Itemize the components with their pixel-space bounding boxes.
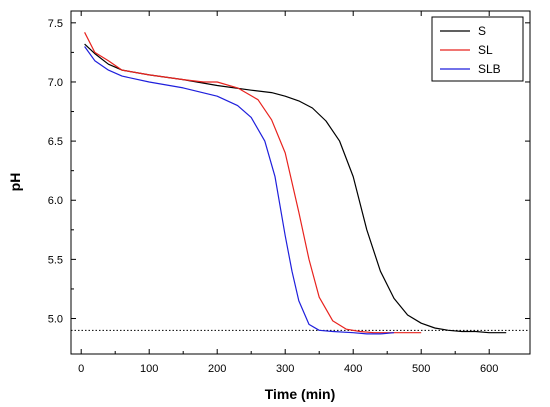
- x-tick-label: 200: [208, 363, 226, 375]
- x-axis-ticks: 0 100 200 300 400 500 600: [78, 11, 498, 375]
- x-tick-label: 0: [78, 363, 84, 375]
- y-axis-ticks: 5.0 5.5 6.0 6.5 7.0 7.5: [48, 18, 530, 326]
- legend-label-sl: SL: [478, 43, 493, 57]
- series-line-s: [84, 43, 507, 334]
- x-axis-label: Time (min): [265, 386, 336, 402]
- legend-label-s: S: [478, 24, 486, 38]
- y-axis-label: pH: [7, 173, 23, 192]
- series-line-sl: [84, 32, 422, 334]
- legend: S SL SLB: [431, 16, 524, 82]
- y-tick-label: 6.0: [48, 195, 63, 207]
- y-tick-label: 5.5: [48, 254, 63, 266]
- x-tick-label: 300: [276, 363, 294, 375]
- legend-box: [431, 16, 524, 82]
- y-tick-label: 7.5: [48, 18, 63, 30]
- legend-label-slb: SLB: [478, 62, 501, 76]
- x-tick-label: 100: [140, 363, 158, 375]
- plot-frame: [70, 10, 531, 355]
- x-tick-label: 500: [412, 363, 430, 375]
- series-layer: [84, 32, 507, 335]
- y-tick-label: 5.0: [48, 314, 63, 326]
- y-tick-label: 6.5: [48, 136, 63, 148]
- series-line-slb: [84, 46, 395, 335]
- y-tick-label: 7.0: [48, 77, 63, 89]
- x-tick-label: 600: [480, 363, 498, 375]
- x-tick-label: 400: [344, 363, 362, 375]
